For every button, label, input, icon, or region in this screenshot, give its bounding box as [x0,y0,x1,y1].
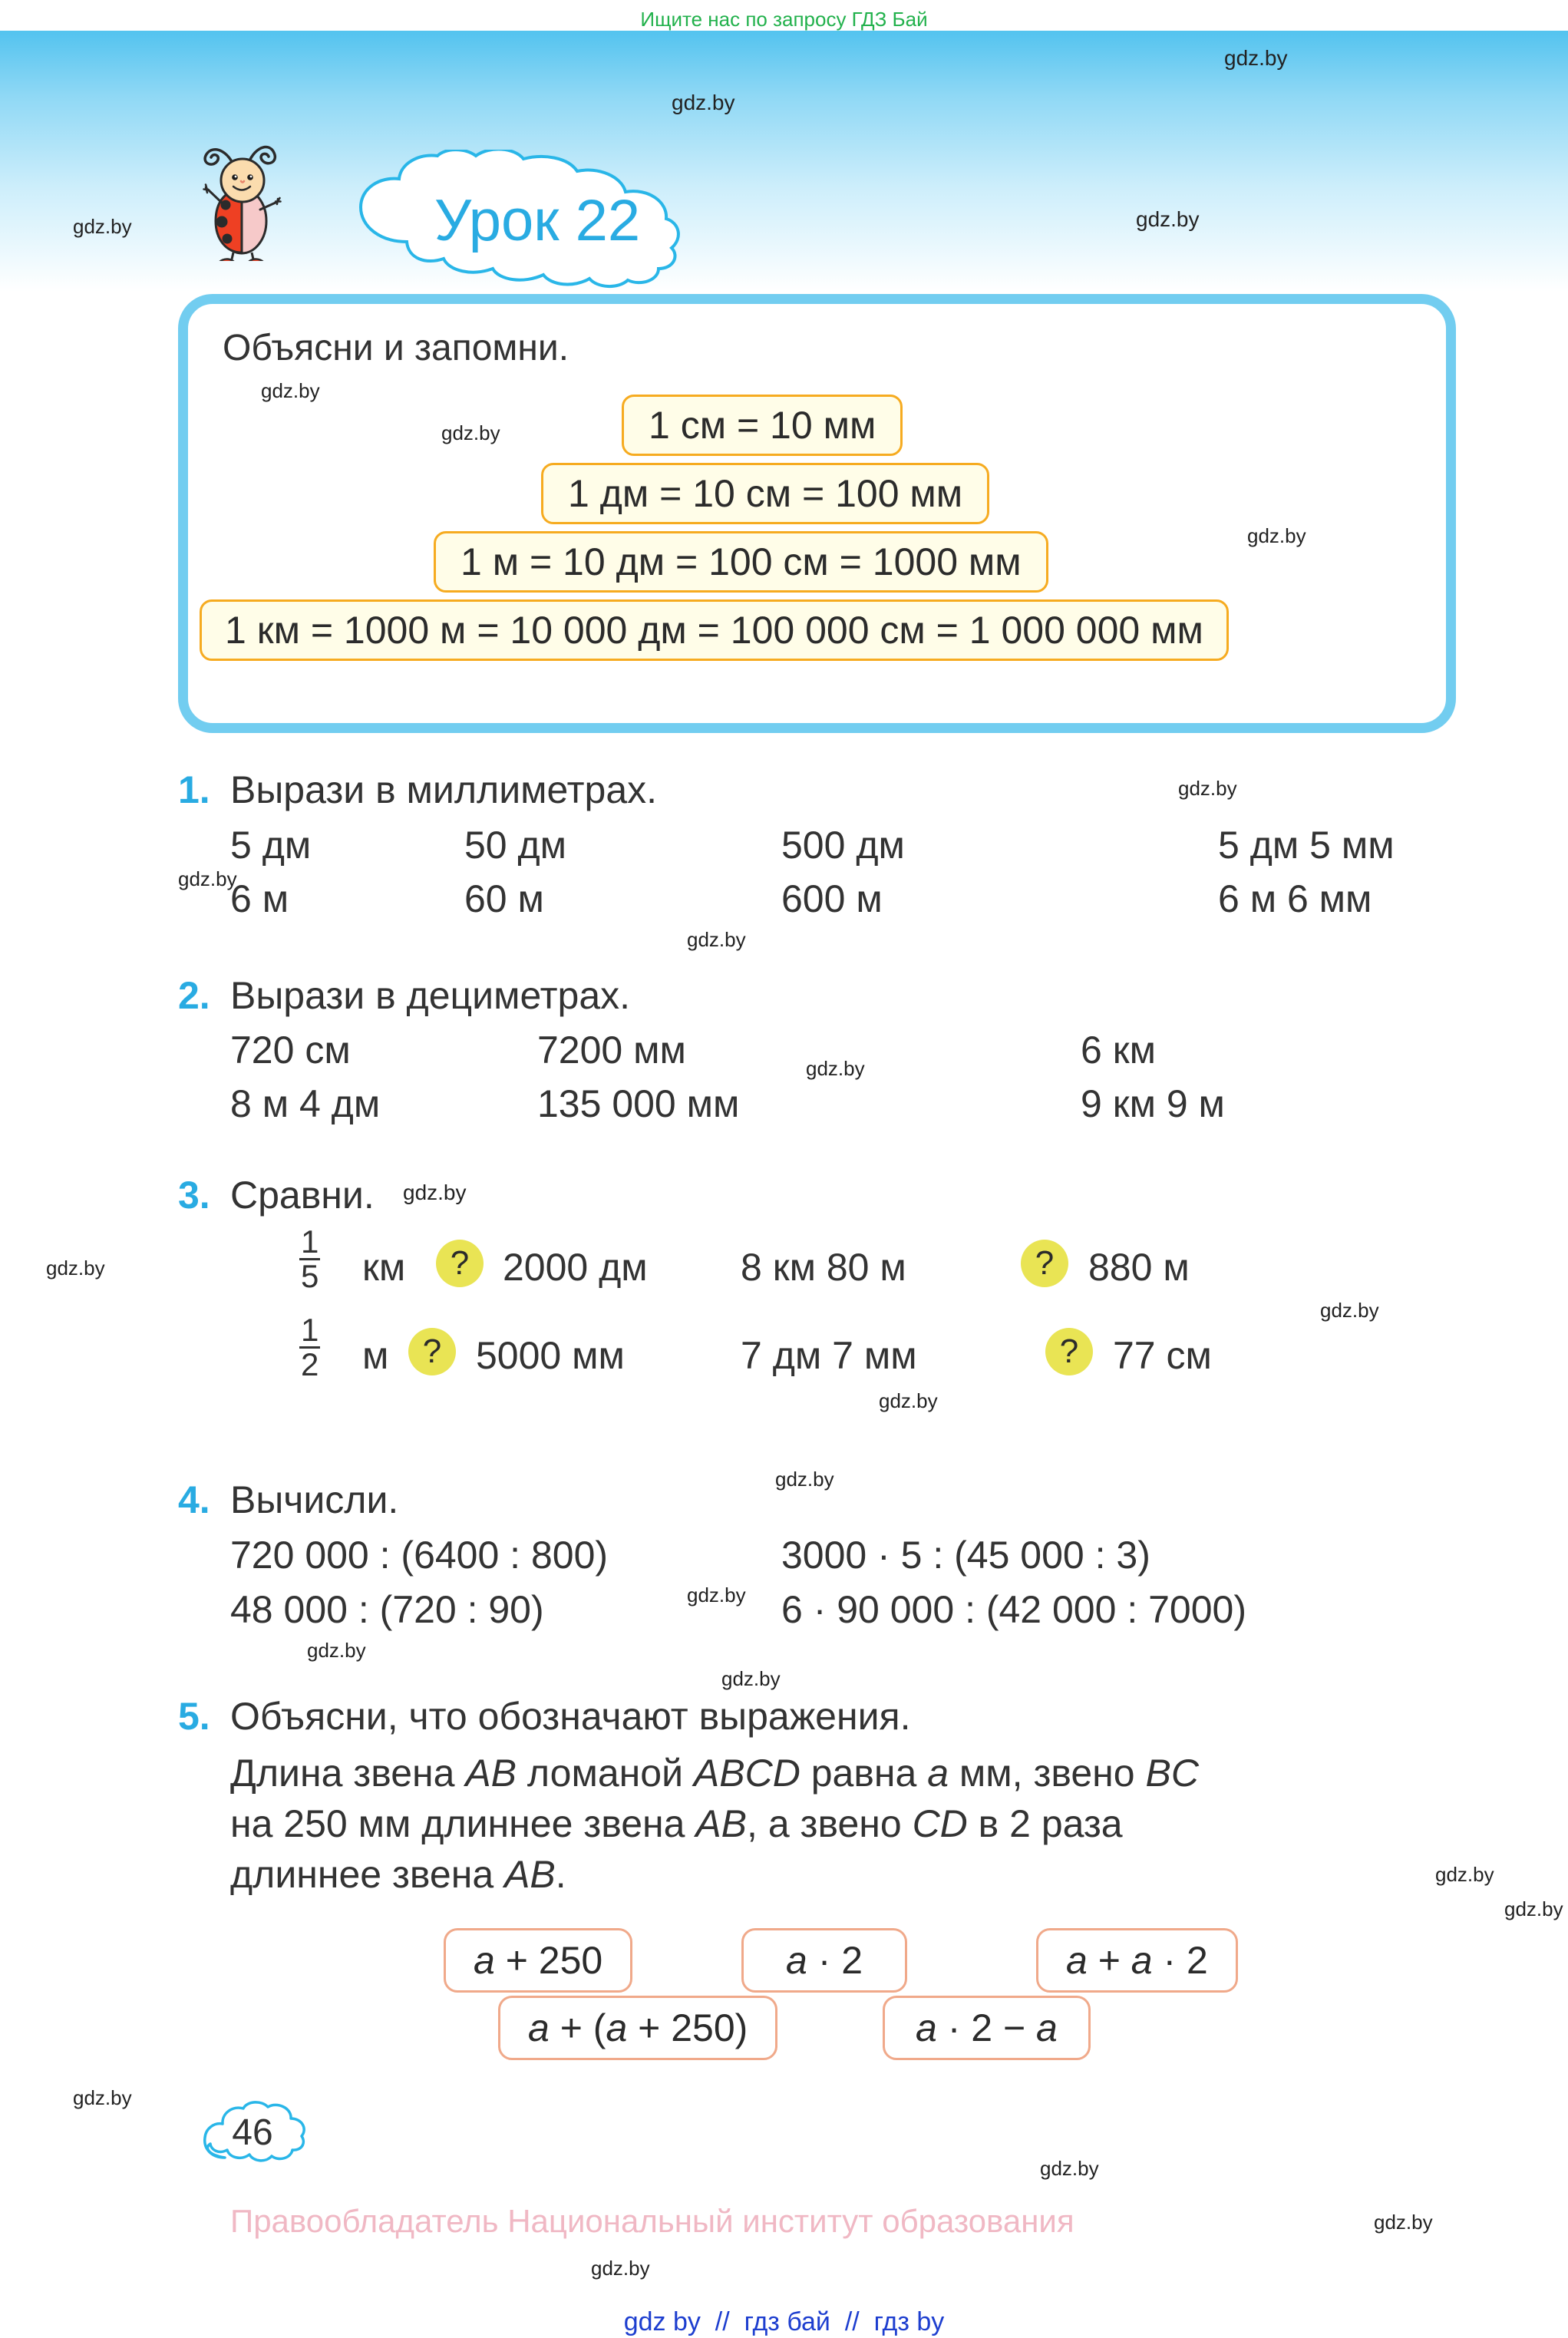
svg-text:Урок 22: Урок 22 [434,188,640,253]
svg-text:46: 46 [232,2112,272,2153]
